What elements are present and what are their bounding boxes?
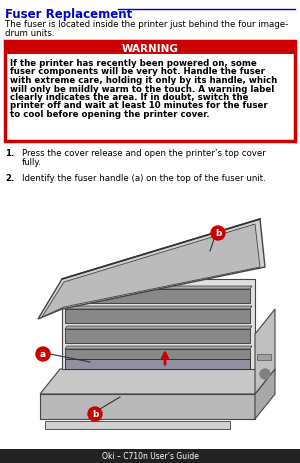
Circle shape	[36, 347, 50, 361]
Polygon shape	[38, 219, 265, 319]
Text: 2.: 2.	[5, 174, 14, 182]
Polygon shape	[65, 326, 252, 329]
Polygon shape	[65, 289, 250, 303]
Text: 1.: 1.	[5, 149, 14, 158]
Polygon shape	[65, 287, 252, 289]
Polygon shape	[65, 309, 250, 323]
Polygon shape	[65, 349, 250, 363]
Polygon shape	[255, 309, 275, 394]
Text: fully.: fully.	[22, 158, 42, 167]
Polygon shape	[40, 394, 255, 419]
Polygon shape	[42, 225, 260, 317]
Polygon shape	[65, 346, 252, 349]
Text: If the printer has recently been powered on, some: If the printer has recently been powered…	[10, 59, 257, 68]
FancyBboxPatch shape	[0, 449, 300, 463]
Text: a: a	[40, 350, 46, 359]
FancyBboxPatch shape	[5, 42, 295, 142]
Text: The fuser is located inside the printer just behind the four image-: The fuser is located inside the printer …	[5, 20, 288, 29]
FancyBboxPatch shape	[257, 354, 271, 360]
Text: fuser components will be very hot. Handle the fuser: fuser components will be very hot. Handl…	[10, 67, 265, 76]
Polygon shape	[65, 307, 252, 309]
Text: with extreme care, holding it only by its handle, which: with extreme care, holding it only by it…	[10, 76, 277, 85]
Polygon shape	[65, 359, 250, 369]
Text: will only be mildly warm to the touch. A warning label: will only be mildly warm to the touch. A…	[10, 84, 274, 94]
Polygon shape	[45, 421, 230, 429]
Text: WARNING: WARNING	[122, 44, 178, 54]
Text: Oki – C710n User’s Guide: Oki – C710n User’s Guide	[102, 451, 198, 461]
Text: printer off and wait at least 10 minutes for the fuser: printer off and wait at least 10 minutes…	[10, 101, 268, 110]
FancyBboxPatch shape	[5, 42, 295, 55]
Text: clearly indicates the area. If in doubt, switch the: clearly indicates the area. If in doubt,…	[10, 93, 248, 102]
Text: b: b	[92, 410, 98, 419]
Circle shape	[88, 407, 102, 421]
Polygon shape	[65, 329, 250, 343]
Text: b: b	[215, 229, 221, 238]
Text: to cool before opening the printer cover.: to cool before opening the printer cover…	[10, 110, 210, 119]
Text: Fuser Replacement: Fuser Replacement	[5, 8, 132, 21]
Text: drum units.: drum units.	[5, 29, 55, 38]
Text: Press the cover release and open the printer’s top cover: Press the cover release and open the pri…	[22, 149, 266, 158]
Polygon shape	[255, 369, 275, 419]
Circle shape	[260, 369, 270, 379]
Text: Identify the fuser handle (a) on the top of the fuser unit.: Identify the fuser handle (a) on the top…	[22, 174, 266, 182]
Polygon shape	[62, 279, 255, 369]
Polygon shape	[40, 369, 275, 394]
Circle shape	[211, 226, 225, 240]
